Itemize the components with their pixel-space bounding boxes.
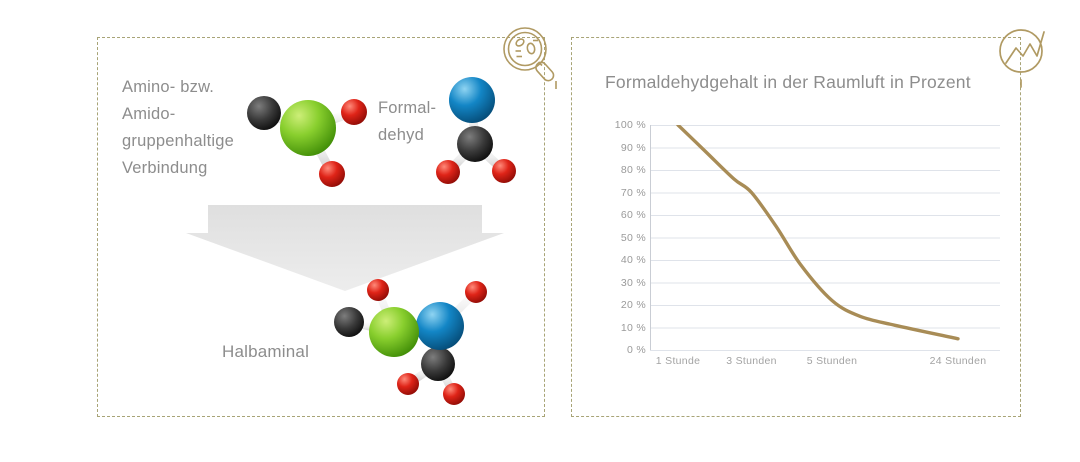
magnifier-molecules-icon (497, 22, 567, 92)
reaction-panel (97, 37, 545, 417)
x-axis-ticks: 1 Stunde 3 Stunden 5 Stunden 24 Stunden (600, 355, 1000, 375)
line-chart: 100 % 90 % 80 % 70 % 60 % 50 % 40 % 30 % 20 % 10 … (600, 118, 1000, 383)
chart-plot-area (650, 125, 1000, 351)
chart-panel (571, 37, 1021, 417)
reactant-b-label: Formal- dehyd (378, 99, 437, 144)
product-label: Halbaminal (222, 342, 310, 361)
formaldehyde-molecule (428, 68, 528, 190)
reactant-a-label: Amino- bzw. Amido- gruppenhaltige Verbin… (122, 78, 234, 177)
amino-compound-molecule (236, 78, 382, 193)
y-tick-label: 70 % (620, 186, 646, 199)
y-tick-label: 0 % (627, 344, 646, 356)
hemiaminal-molecule (326, 272, 508, 406)
trend-chart-icon (988, 22, 1058, 92)
y-tick-label: 80 % (620, 164, 646, 176)
y-tick-label: 40 % (620, 254, 646, 266)
x-tick-label: 24 Stunden (929, 355, 987, 367)
chart-title: Formaldehydgehalt in der Raumluft in Pro… (605, 72, 971, 92)
x-tick-label: 1 Stunde (655, 355, 701, 367)
y-tick-label: 60 % (620, 209, 646, 221)
y-tick-label: 100 % (614, 119, 646, 131)
x-tick-label: 5 Stunden (806, 355, 858, 367)
reaction-arrow-down-icon (186, 203, 504, 293)
y-tick-label: 20 % (620, 299, 646, 311)
y-tick-label: 30 % (620, 276, 646, 289)
y-tick-label: 50 % (620, 231, 646, 244)
x-tick-label: 3 Stunden (726, 355, 777, 367)
y-tick-label: 10 % (620, 321, 646, 334)
y-tick-label: 90 % (620, 141, 646, 154)
y-axis-ticks: 100 % 90 % 80 % 70 % 60 % 50 % 40 % 30 % 20 % 10 … (600, 118, 646, 383)
